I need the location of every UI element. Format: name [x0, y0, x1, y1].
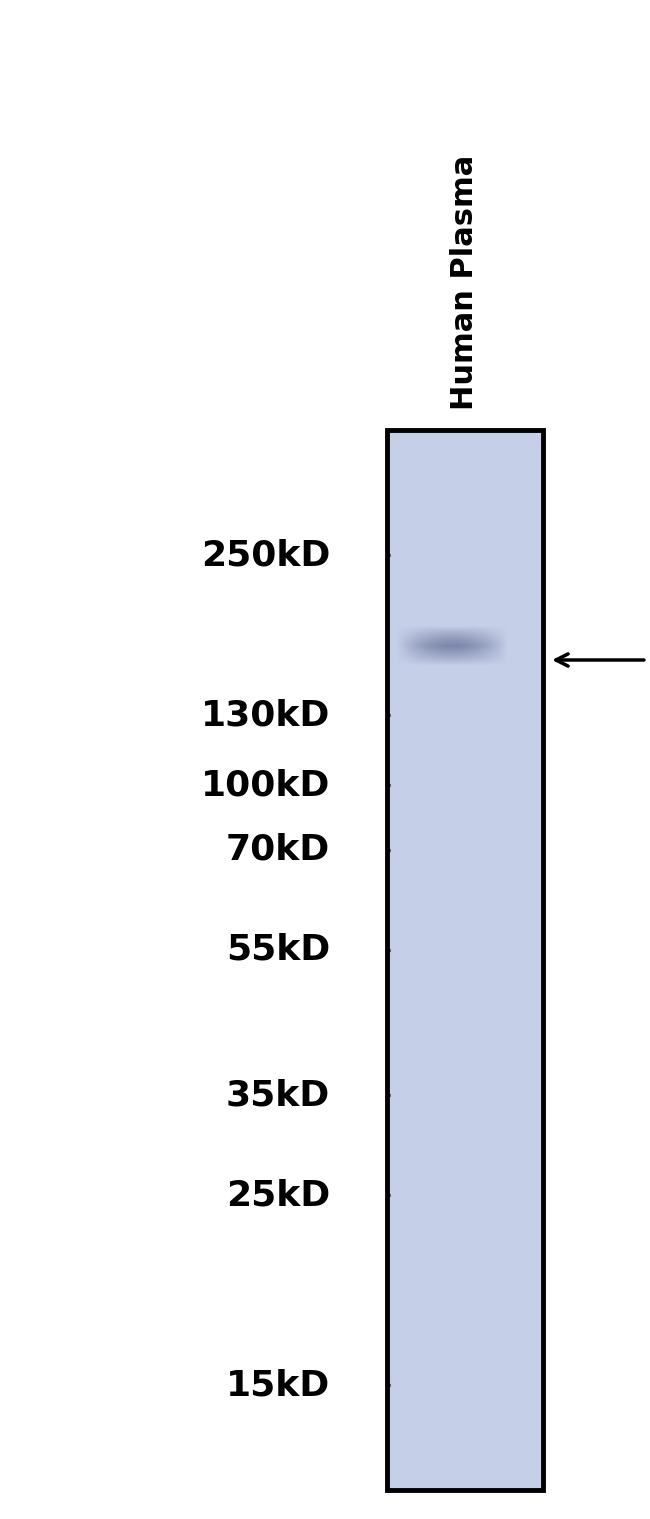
Bar — [387, 430, 543, 1490]
Text: 15kD: 15kD — [226, 1369, 330, 1402]
Bar — [387, 430, 543, 1490]
Text: 70kD: 70kD — [226, 832, 330, 867]
Text: 25kD: 25kD — [226, 1179, 330, 1212]
Text: 35kD: 35kD — [226, 1078, 330, 1112]
Text: Human Plasma: Human Plasma — [450, 155, 479, 410]
Text: 250kD: 250kD — [201, 538, 330, 573]
Text: 130kD: 130kD — [201, 699, 330, 732]
Text: 100kD: 100kD — [201, 769, 330, 802]
Text: 55kD: 55kD — [226, 933, 330, 968]
